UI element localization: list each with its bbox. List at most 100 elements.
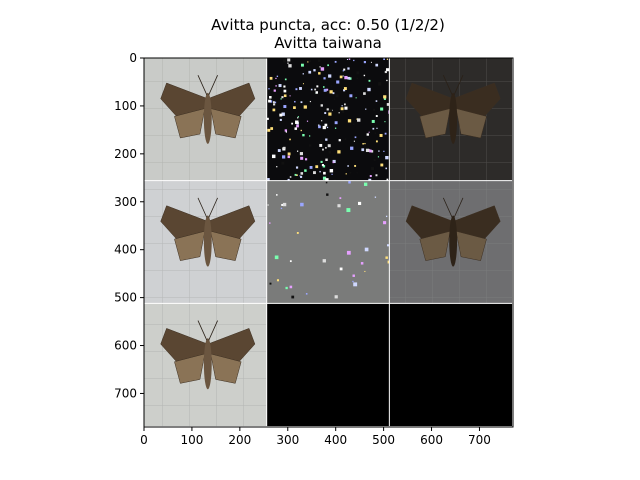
noise-speck bbox=[289, 176, 292, 178]
image-cell-r2-c1 bbox=[266, 303, 390, 427]
noise-speck bbox=[385, 167, 388, 170]
noise-speck bbox=[337, 204, 341, 208]
moth-body bbox=[203, 92, 212, 144]
noise-speck bbox=[334, 60, 337, 63]
y-tick-label: 600 bbox=[114, 339, 137, 353]
noise-speck bbox=[283, 94, 287, 98]
noise-speck bbox=[320, 104, 323, 107]
image-cell-r0-c0 bbox=[144, 58, 267, 181]
noise-speck bbox=[325, 138, 328, 141]
noise-speck bbox=[322, 125, 326, 130]
noise-speck bbox=[346, 250, 351, 255]
noise-speck bbox=[306, 120, 309, 122]
noise-speck bbox=[365, 148, 370, 153]
noise-speck bbox=[347, 165, 349, 167]
noise-speck bbox=[383, 97, 386, 100]
noise-speck bbox=[267, 178, 270, 181]
noise-speck bbox=[267, 128, 271, 132]
noise-speck bbox=[339, 197, 342, 199]
noise-speck bbox=[326, 88, 329, 91]
noise-speck bbox=[319, 66, 321, 68]
noise-speck bbox=[340, 107, 344, 111]
noise-speck bbox=[373, 159, 376, 161]
noise-speck bbox=[325, 146, 327, 149]
noise-speck bbox=[375, 115, 378, 117]
moth-body bbox=[449, 92, 458, 144]
noise-speck bbox=[332, 159, 336, 164]
noise-speck bbox=[309, 135, 311, 137]
noise-speck bbox=[383, 58, 386, 61]
noise-speck bbox=[299, 152, 303, 156]
noise-speck bbox=[330, 85, 332, 87]
noise-speck bbox=[307, 61, 309, 63]
y-tick-label: 400 bbox=[114, 243, 137, 257]
noise-speck bbox=[269, 282, 272, 285]
noise-speck bbox=[364, 247, 369, 252]
noise-speck bbox=[379, 133, 383, 137]
moth-hindwing-right bbox=[210, 230, 242, 261]
noise-speck bbox=[321, 125, 323, 127]
noise-speck bbox=[338, 139, 341, 142]
moth-antenna-right bbox=[208, 75, 218, 95]
noise-speck bbox=[324, 123, 328, 127]
noise-speck bbox=[320, 67, 325, 71]
noise-speck bbox=[300, 129, 302, 132]
noise-speck bbox=[367, 87, 371, 92]
noise-speck bbox=[347, 76, 351, 80]
noise-speck bbox=[386, 58, 389, 60]
noise-speck bbox=[269, 222, 271, 224]
moth-hindwing-left bbox=[174, 108, 206, 139]
noise-speck bbox=[346, 106, 350, 109]
noise-speck bbox=[269, 100, 273, 103]
moth-antenna-left bbox=[197, 197, 208, 218]
noise-speck bbox=[287, 58, 291, 62]
noise-speck bbox=[322, 176, 327, 180]
noise-speck bbox=[296, 150, 299, 152]
noise-speck bbox=[368, 131, 370, 133]
noise-speck bbox=[302, 133, 305, 137]
noise-speck bbox=[300, 156, 304, 160]
noise-speck bbox=[343, 87, 347, 91]
noise-speck bbox=[281, 112, 285, 116]
noise-speck bbox=[268, 88, 270, 90]
x-tick-label: 600 bbox=[420, 433, 443, 447]
noise-speck bbox=[296, 174, 298, 176]
y-tick-label: 100 bbox=[114, 99, 137, 113]
noise-speck bbox=[356, 77, 358, 79]
noise-speck bbox=[303, 105, 307, 109]
noise-speck bbox=[316, 85, 319, 88]
noise-speck bbox=[343, 68, 346, 71]
x-tick-label: 100 bbox=[180, 433, 203, 447]
noise-speck bbox=[300, 172, 304, 175]
noise-speck bbox=[371, 119, 375, 123]
y-tick-label: 700 bbox=[114, 386, 137, 400]
noise-speck bbox=[329, 169, 334, 173]
moth-hindwing-left bbox=[419, 108, 451, 139]
image-cell-r1-c0 bbox=[144, 180, 267, 304]
moth-hindwing-right bbox=[455, 108, 487, 139]
plot-frame bbox=[143, 57, 514, 428]
noise-speck bbox=[383, 221, 387, 225]
noise-speck bbox=[346, 208, 351, 213]
image-cell-r2-c0 bbox=[144, 303, 267, 427]
noise-speck bbox=[332, 92, 335, 95]
noise-speck bbox=[346, 58, 349, 60]
noise-speck bbox=[314, 88, 317, 91]
moth-hindwing-right bbox=[455, 230, 487, 261]
noise-speck bbox=[287, 178, 290, 182]
moth-hindwing-right bbox=[210, 353, 242, 384]
noise-speck bbox=[309, 60, 312, 62]
noise-speck bbox=[322, 165, 326, 168]
moth-body bbox=[203, 338, 212, 390]
noise-speck bbox=[380, 107, 384, 111]
noise-speck bbox=[386, 178, 389, 181]
noise-speck bbox=[378, 82, 382, 86]
noise-speck bbox=[363, 74, 366, 77]
noise-speck bbox=[322, 259, 326, 263]
noise-speck bbox=[318, 72, 321, 75]
noise-speck bbox=[342, 110, 345, 114]
x-tick-label: 400 bbox=[324, 433, 347, 447]
noise-speck bbox=[315, 165, 319, 169]
moth-antenna-right bbox=[453, 75, 464, 95]
y-tick-label: 500 bbox=[114, 291, 137, 305]
